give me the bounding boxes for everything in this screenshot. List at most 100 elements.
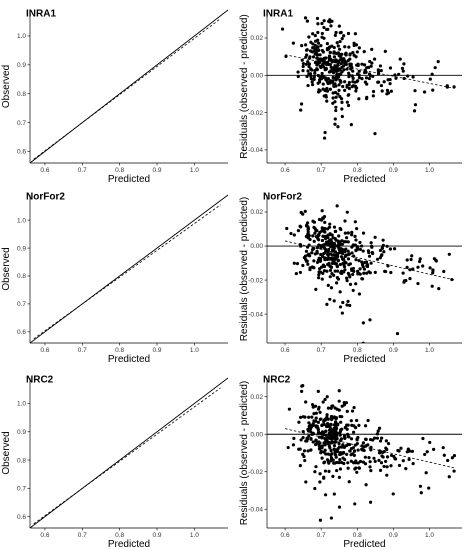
panel-title: NorFor2 (26, 191, 65, 202)
data-point (350, 409, 355, 413)
data-point (153, 2, 156, 5)
data-point (339, 420, 343, 424)
data-point (82, 103, 85, 106)
data-point (85, 284, 88, 287)
data-point (88, 95, 91, 98)
data-point (317, 276, 321, 280)
data-point (88, 95, 91, 98)
data-point (91, 90, 94, 93)
data-point (320, 228, 325, 233)
data-point (97, 268, 100, 271)
data-point (367, 456, 371, 460)
data-point (143, 14, 146, 17)
data-point (124, 226, 127, 229)
data-point (326, 253, 330, 257)
data-point (336, 125, 340, 129)
data-point (329, 428, 333, 432)
data-point (146, 192, 149, 195)
data-point (313, 231, 317, 235)
data-point (93, 91, 96, 94)
data-point (96, 85, 99, 88)
data-point (304, 62, 308, 66)
data-point (332, 51, 336, 55)
data-point (299, 415, 303, 419)
data-point (91, 274, 94, 277)
data-point (363, 437, 368, 441)
data-point (337, 88, 341, 92)
data-point (112, 57, 115, 60)
data-point (314, 411, 318, 415)
data-point (132, 216, 135, 219)
data-point (94, 89, 97, 92)
data-point (344, 240, 348, 244)
data-point (318, 244, 323, 248)
data-point (94, 85, 97, 88)
data-point (99, 255, 102, 258)
data-point (77, 292, 80, 295)
data-point (107, 72, 110, 75)
data-point (111, 64, 114, 67)
data-point (98, 80, 101, 83)
data-point (404, 278, 408, 283)
data-point (337, 475, 341, 479)
data-point (73, 122, 76, 125)
y-axis-label: Residuals (observed - predicted) (239, 14, 250, 159)
data-point (83, 291, 86, 294)
data-point (76, 295, 79, 298)
data-point (163, 165, 166, 168)
data-point (332, 225, 337, 229)
data-point (99, 265, 102, 268)
data-point (118, 233, 121, 236)
data-point (336, 269, 340, 273)
data-point (306, 230, 310, 234)
data-point (73, 299, 76, 302)
data-point (300, 389, 304, 393)
data-point (330, 44, 334, 48)
data-point (326, 227, 330, 231)
data-point (97, 265, 100, 268)
data-point (431, 88, 435, 92)
data-point (349, 459, 353, 463)
data-point (334, 455, 338, 459)
data-point (380, 89, 384, 93)
data-point (96, 85, 99, 88)
data-point (79, 293, 82, 296)
data-point (86, 100, 89, 103)
data-point (334, 281, 339, 285)
data-point (90, 93, 93, 96)
data-point (89, 282, 92, 285)
data-point (79, 292, 82, 295)
data-point (338, 433, 342, 437)
data-point (95, 85, 98, 88)
data-point (83, 106, 86, 109)
data-point (91, 94, 94, 97)
data-point (124, 53, 127, 56)
data-point (94, 273, 97, 276)
data-point (317, 270, 321, 274)
data-point (104, 71, 107, 74)
data-point (341, 84, 345, 89)
data-point (114, 242, 117, 245)
data-point (96, 82, 99, 85)
data-point (72, 123, 75, 126)
data-point (129, 38, 132, 41)
data-point (116, 238, 119, 241)
data-point (100, 77, 103, 80)
data-point (84, 105, 87, 108)
data-point (386, 442, 391, 446)
data-point (338, 58, 343, 62)
data-point (64, 125, 67, 128)
data-point (318, 53, 322, 57)
data-point (294, 271, 298, 276)
data-point (369, 261, 373, 265)
data-point (84, 99, 87, 102)
data-point (328, 50, 332, 55)
data-point (75, 112, 78, 115)
data-point (307, 428, 311, 432)
data-point (312, 266, 316, 270)
data-point (335, 437, 339, 441)
data-point (100, 256, 103, 259)
data-point (146, 194, 149, 197)
data-point (70, 305, 73, 308)
data-point (368, 318, 372, 322)
